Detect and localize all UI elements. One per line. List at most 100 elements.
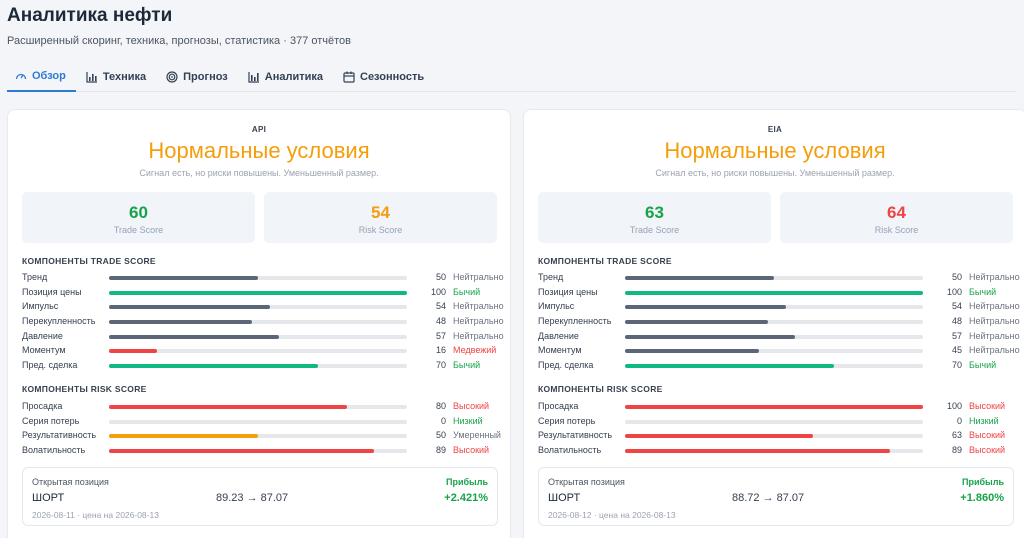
component-status: Бычий <box>969 286 997 297</box>
tab-bar: Обзор Техника Прогноз Аналитика Сезоннос… <box>7 62 1017 92</box>
component-bar-track <box>109 449 407 454</box>
card-source: API <box>251 125 267 134</box>
component-row: Моментум 45 Нейтрально <box>538 343 1020 358</box>
component-bar-fill <box>625 405 923 409</box>
component-bar-fill <box>625 290 923 295</box>
card-source: EIA <box>767 125 783 134</box>
position-pct: +2.421% <box>444 492 488 504</box>
trade-score-box: 63 Trade Score <box>538 192 771 243</box>
component-bar-track <box>109 320 407 325</box>
position-date: 2026-08-11 · цена на 2026-08-13 <box>32 510 159 520</box>
component-name: Серия потерь <box>22 415 80 426</box>
trade-score-label: Trade Score <box>113 225 164 235</box>
component-value: 57 <box>951 330 962 341</box>
tab-technique[interactable]: Техника <box>76 62 156 92</box>
component-bar-track <box>625 334 923 339</box>
component-bar-fill <box>625 276 774 280</box>
tab-forecast[interactable]: Прогноз <box>156 62 238 92</box>
component-bar-track <box>109 290 407 295</box>
card-note: Сигнал есть, но риски повышены. Уменьшен… <box>139 168 379 178</box>
position-pct: +1.860% <box>960 492 1004 504</box>
component-name: Позиция цены <box>538 286 598 297</box>
component-name: Тренд <box>538 272 564 282</box>
open-position-panel: Открытая позиция Прибыль ШОРТ 89.23 → 87… <box>22 467 498 526</box>
risk-components-heading: КОМПОНЕНТЫ RISK SCORE <box>22 384 147 394</box>
component-bar-fill <box>109 349 157 354</box>
component-bar-fill <box>625 449 891 454</box>
component-status: Нейтрально <box>969 316 1020 327</box>
tab-analytics[interactable]: Аналитика <box>238 62 333 92</box>
position-prices: 88.72 → 87.07 <box>732 492 805 504</box>
component-value: 0 <box>956 415 962 426</box>
component-bar-fill <box>109 305 270 310</box>
component-row: Просадка 100 Высокий <box>538 399 1014 414</box>
component-value: 50 <box>435 430 446 441</box>
component-status: Высокий <box>969 445 1006 456</box>
component-name: Просадка <box>22 401 63 411</box>
card-condition: Нормальные условия <box>148 138 370 163</box>
component-value: 80 <box>435 401 446 411</box>
open-position-panel: Открытая позиция Прибыль ШОРТ 88.72 → 87… <box>538 467 1014 526</box>
chart-bars-icon <box>86 71 98 83</box>
risk-components-list: Просадка 100 Высокий Серия потерь 0 Низкий Рез… <box>538 399 1014 458</box>
tab-label: Прогноз <box>183 71 228 83</box>
tab-label: Обзор <box>32 70 66 82</box>
component-bar-track <box>625 449 923 454</box>
risk-score-label: Risk Score <box>874 225 919 235</box>
component-name: Серия потерь <box>538 415 596 426</box>
risk-components-heading: КОМПОНЕНТЫ RISK SCORE <box>538 384 663 394</box>
component-status: Высокий <box>969 401 1006 411</box>
component-status: Бычий <box>969 360 997 371</box>
component-bar-track <box>109 434 407 439</box>
component-name: Перекупленность <box>538 316 612 327</box>
component-bar-track <box>625 349 923 354</box>
component-row: Серия потерь 0 Низкий <box>538 414 1014 429</box>
tab-seasonality[interactable]: Сезонность <box>333 62 434 92</box>
component-status: Низкий <box>969 415 999 426</box>
trade-score-value: 63 <box>645 203 664 222</box>
component-row: Пред. сделка 70 Бычий <box>22 358 498 373</box>
component-status: Бычий <box>453 360 481 371</box>
component-bar-fill <box>109 290 407 295</box>
component-bar-fill <box>625 334 795 339</box>
component-value: 0 <box>440 415 446 426</box>
component-bar-track <box>625 405 923 409</box>
component-name: Результативность <box>22 430 97 441</box>
component-name: Моментум <box>22 345 66 356</box>
bar-chart-icon <box>248 71 260 83</box>
position-direction: ШОРТ <box>32 492 65 504</box>
component-value: 50 <box>951 272 962 282</box>
component-value: 16 <box>435 345 446 356</box>
component-bar-track <box>625 320 923 325</box>
score-card-eia: EIA Нормальные условия Сигнал есть, но р… <box>523 109 1024 538</box>
position-direction: ШОРТ <box>548 492 581 504</box>
position-date: 2026-08-12 · цена на 2026-08-13 <box>548 510 676 520</box>
component-bar-fill <box>109 449 375 454</box>
tab-overview[interactable]: Обзор <box>7 62 76 92</box>
component-bar-fill <box>625 349 760 354</box>
position-label: Открытая позиция <box>32 477 109 487</box>
component-value: 100 <box>946 401 962 411</box>
component-bar-fill <box>625 364 834 369</box>
gauge-icon <box>15 70 27 82</box>
component-value: 48 <box>951 316 962 327</box>
component-row: Волатильность 89 Высокий <box>22 443 498 458</box>
trade-score-value: 60 <box>129 203 148 222</box>
component-name: Результативность <box>538 430 613 441</box>
component-bar-fill <box>109 405 348 409</box>
position-label: Открытая позиция <box>548 477 625 487</box>
component-row: Позиция цены 100 Бычий <box>22 285 498 300</box>
component-status: Нейтрально <box>453 316 504 327</box>
component-status: Высокий <box>453 401 490 411</box>
calendar-icon <box>343 71 355 83</box>
component-bar-track <box>625 364 923 369</box>
component-bar-track <box>109 334 407 339</box>
component-bar-track <box>109 405 407 409</box>
page-title: Аналитика нефти <box>7 5 173 26</box>
component-status: Нейтрально <box>453 330 504 341</box>
component-name: Импульс <box>538 301 575 312</box>
component-name: Моментум <box>538 345 582 356</box>
component-status: Умеренный <box>453 430 501 441</box>
component-row: Волатильность 89 Высокий <box>538 443 1014 458</box>
target-icon <box>166 71 178 83</box>
